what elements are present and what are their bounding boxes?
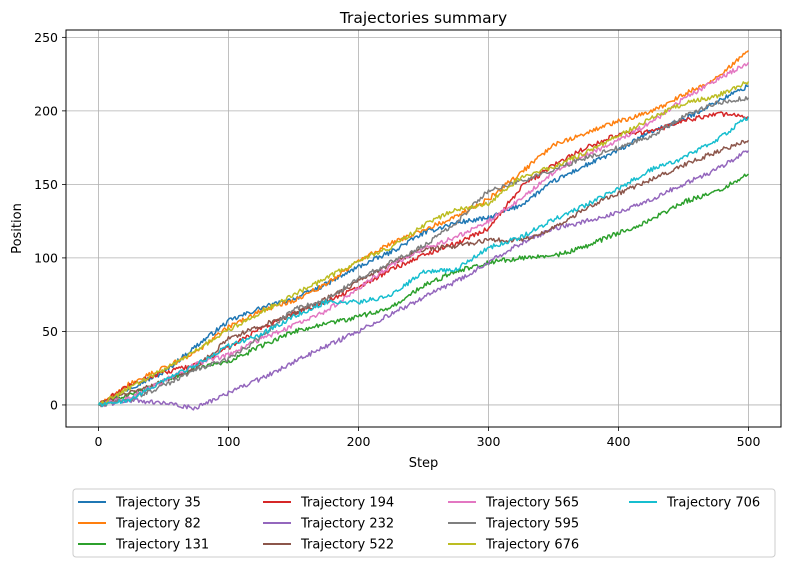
legend-label-trajectory-82: Trajectory 82 <box>115 517 201 532</box>
legend-label-trajectory-194: Trajectory 194 <box>300 496 394 511</box>
y-tick-label: 100 <box>34 250 58 265</box>
series-line-trajectory-595 <box>97 96 750 408</box>
y-tick-label: 250 <box>34 30 58 45</box>
y-tick-label: 200 <box>34 103 58 118</box>
legend-box <box>72 488 776 558</box>
x-axis-ticks: 0 100 200 300 400 500 <box>95 427 761 449</box>
series-line-trajectory-676 <box>97 81 750 406</box>
x-tick-label: 100 <box>217 434 241 449</box>
x-axis-label: Step <box>409 456 439 471</box>
x-tick-label: 400 <box>607 434 631 449</box>
legend-label-trajectory-35: Trajectory 35 <box>115 496 201 511</box>
y-axis-ticks: 0 50 100 150 200 250 <box>34 30 66 412</box>
series-line-trajectory-706 <box>97 116 750 407</box>
y-tick-label: 0 <box>50 397 58 412</box>
legend-label-trajectory-232: Trajectory 232 <box>300 517 394 532</box>
legend: Trajectory 35 Trajectory 82 Trajectory 131… <box>72 488 776 558</box>
series-line-trajectory-232 <box>98 150 750 411</box>
legend-label-trajectory-706: Trajectory 706 <box>666 496 760 511</box>
legend-label-trajectory-595: Trajectory 595 <box>485 517 579 532</box>
legend-label-trajectory-131: Trajectory 131 <box>115 538 209 553</box>
legend-label-trajectory-565: Trajectory 565 <box>485 496 579 511</box>
x-tick-label: 300 <box>477 434 501 449</box>
chart-title: Trajectories summary <box>339 9 507 27</box>
legend-label-trajectory-522: Trajectory 522 <box>300 538 394 553</box>
y-axis-label: Position <box>10 203 25 254</box>
plot-lines <box>97 50 750 411</box>
x-tick-label: 200 <box>347 434 371 449</box>
y-tick-label: 150 <box>34 177 58 192</box>
plot-frame <box>65 29 782 428</box>
x-tick-label: 500 <box>737 434 761 449</box>
series-line-trajectory-35 <box>98 84 749 407</box>
x-tick-label: 0 <box>95 434 103 449</box>
y-tick-label: 50 <box>42 324 58 339</box>
legend-label-trajectory-676: Trajectory 676 <box>485 538 579 553</box>
